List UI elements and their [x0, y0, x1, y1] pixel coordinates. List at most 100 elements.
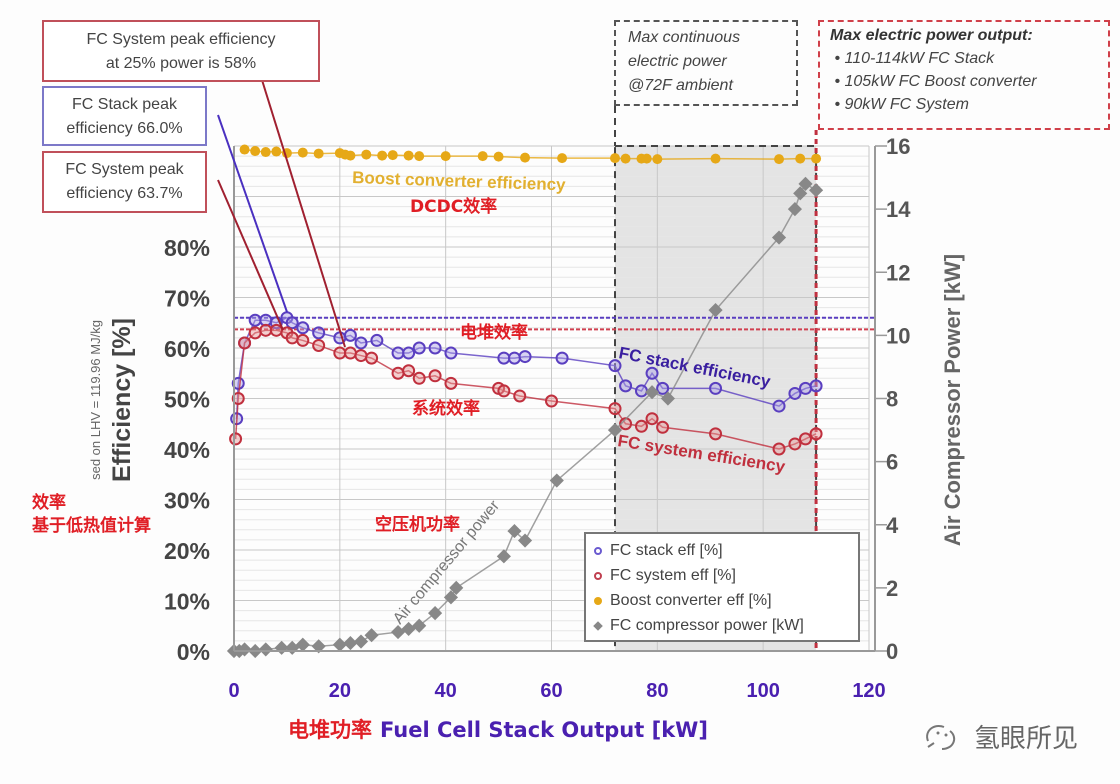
data-point: [402, 364, 416, 378]
data-point: [799, 432, 812, 446]
lhv-cn-label: 基于低热值计算: [32, 516, 151, 536]
legend-item-system: FC system eff [%]: [594, 563, 850, 588]
y-tick-label: 0%: [177, 639, 210, 665]
data-point: [250, 146, 261, 157]
x-tick-label: 100: [746, 680, 779, 702]
diamond-marker-icon: [593, 620, 603, 631]
annotation-line: FC System peak: [65, 161, 184, 178]
data-point: [787, 202, 802, 217]
compressor-cn-label: 空压机功率: [375, 515, 460, 535]
watermark-text: 氢眼所见: [974, 724, 1079, 754]
data-point: [788, 386, 802, 400]
annotation-system-peak-25: FC System peak efficiency at 25% power i…: [42, 20, 320, 82]
data-point: [259, 323, 273, 337]
legend: FC stack eff [%] FC system eff [%] Boost…: [584, 532, 860, 642]
data-point: [619, 379, 633, 393]
annotation-line: efficiency 63.7%: [66, 185, 183, 202]
y-tick-label: 60%: [164, 336, 210, 362]
annotation-stack-peak: FC Stack peak efficiency 66.0%: [42, 86, 207, 146]
data-point: [709, 427, 723, 441]
y-tick-label: 70%: [164, 286, 210, 312]
data-point: [269, 323, 283, 337]
item-text: 105kW FC Boost converter: [844, 73, 1037, 90]
data-point: [513, 389, 527, 403]
data-point: [285, 316, 299, 330]
y2-tick-label: 10: [886, 323, 910, 348]
y-tick-label: 30%: [164, 488, 210, 514]
data-point: [641, 153, 652, 164]
data-point: [370, 333, 384, 347]
data-point: [656, 420, 670, 434]
reference-lines: [234, 316, 875, 331]
y-tick-label: 20%: [164, 538, 210, 564]
y2-tick-label: 16: [886, 134, 910, 159]
data-point: [710, 153, 721, 164]
efficiency-cn-label: 效率: [32, 493, 66, 513]
x-tick-label: 80: [646, 680, 668, 702]
data-point: [811, 153, 822, 164]
data-point: [645, 412, 659, 426]
data-point: [285, 640, 300, 655]
data-point: [507, 351, 521, 365]
data-point: [229, 432, 243, 446]
annotation-line: at 25% power is 58%: [105, 55, 257, 72]
data-point: [428, 369, 442, 383]
data-point: [387, 150, 398, 161]
x-axis-label-cn: 电堆功率: [288, 718, 372, 742]
y-tick-label: 50%: [164, 387, 210, 413]
data-point: [343, 328, 357, 342]
legend-item-compressor: FC compressor power [kW]: [593, 613, 850, 638]
item-text: 90kW FC System: [844, 96, 969, 113]
data-point: [401, 621, 416, 636]
annotation-line: electric power: [628, 53, 727, 70]
data-point: [608, 359, 622, 373]
data-point: [238, 336, 252, 350]
annotation-line: efficiency 66.0%: [66, 120, 183, 137]
data-point: [443, 590, 459, 605]
data-point: [390, 624, 406, 640]
annotation-max-continuous: Max continuous electric power @72F ambie…: [614, 20, 798, 106]
data-point: [517, 533, 533, 548]
y2-tick-label: 0: [886, 639, 898, 664]
data-point: [231, 392, 245, 405]
annotation-line: FC Stack peak: [72, 96, 177, 113]
data-point: [608, 402, 622, 416]
data-point: [403, 150, 414, 161]
callout-line-system-peak: [217, 179, 284, 331]
data-point: [809, 427, 823, 441]
data-point: [258, 642, 273, 657]
data-point: [610, 153, 620, 164]
annotation-item: • 110-114kW FC Stack: [830, 50, 995, 67]
y-tick-label: 40%: [164, 437, 210, 463]
data-point: [237, 642, 252, 657]
data-point: [507, 523, 522, 539]
annotation-title: Max electric power output:: [830, 27, 1033, 44]
data-point: [709, 381, 723, 395]
data-point: [354, 349, 368, 363]
y2-tick-label: 12: [886, 260, 910, 285]
item-text: 110-114kW FC Stack: [844, 50, 995, 67]
data-point: [332, 637, 347, 652]
data-point: [297, 147, 308, 158]
data-point: [772, 442, 786, 456]
data-point: [795, 153, 806, 164]
y2-tick-label: 14: [886, 197, 911, 222]
data-point: [391, 346, 405, 360]
data-point: [449, 580, 464, 595]
y2-axis-label: Air Compressor Power [kW]: [940, 254, 965, 546]
data-point: [620, 153, 631, 164]
y2-tick-label: 2: [886, 576, 898, 601]
legend-label: FC stack eff [%]: [610, 542, 723, 559]
legend-item-boost: Boost converter eff [%]: [594, 588, 850, 613]
y2-tick-label: 8: [886, 387, 898, 412]
data-point: [312, 326, 326, 340]
data-point: [660, 391, 675, 406]
data-point: [412, 341, 426, 355]
data-point: [248, 326, 262, 340]
data-point: [260, 147, 271, 158]
data-point: [809, 379, 823, 393]
legend-label: Boost converter eff [%]: [610, 592, 772, 609]
data-point: [402, 346, 416, 360]
